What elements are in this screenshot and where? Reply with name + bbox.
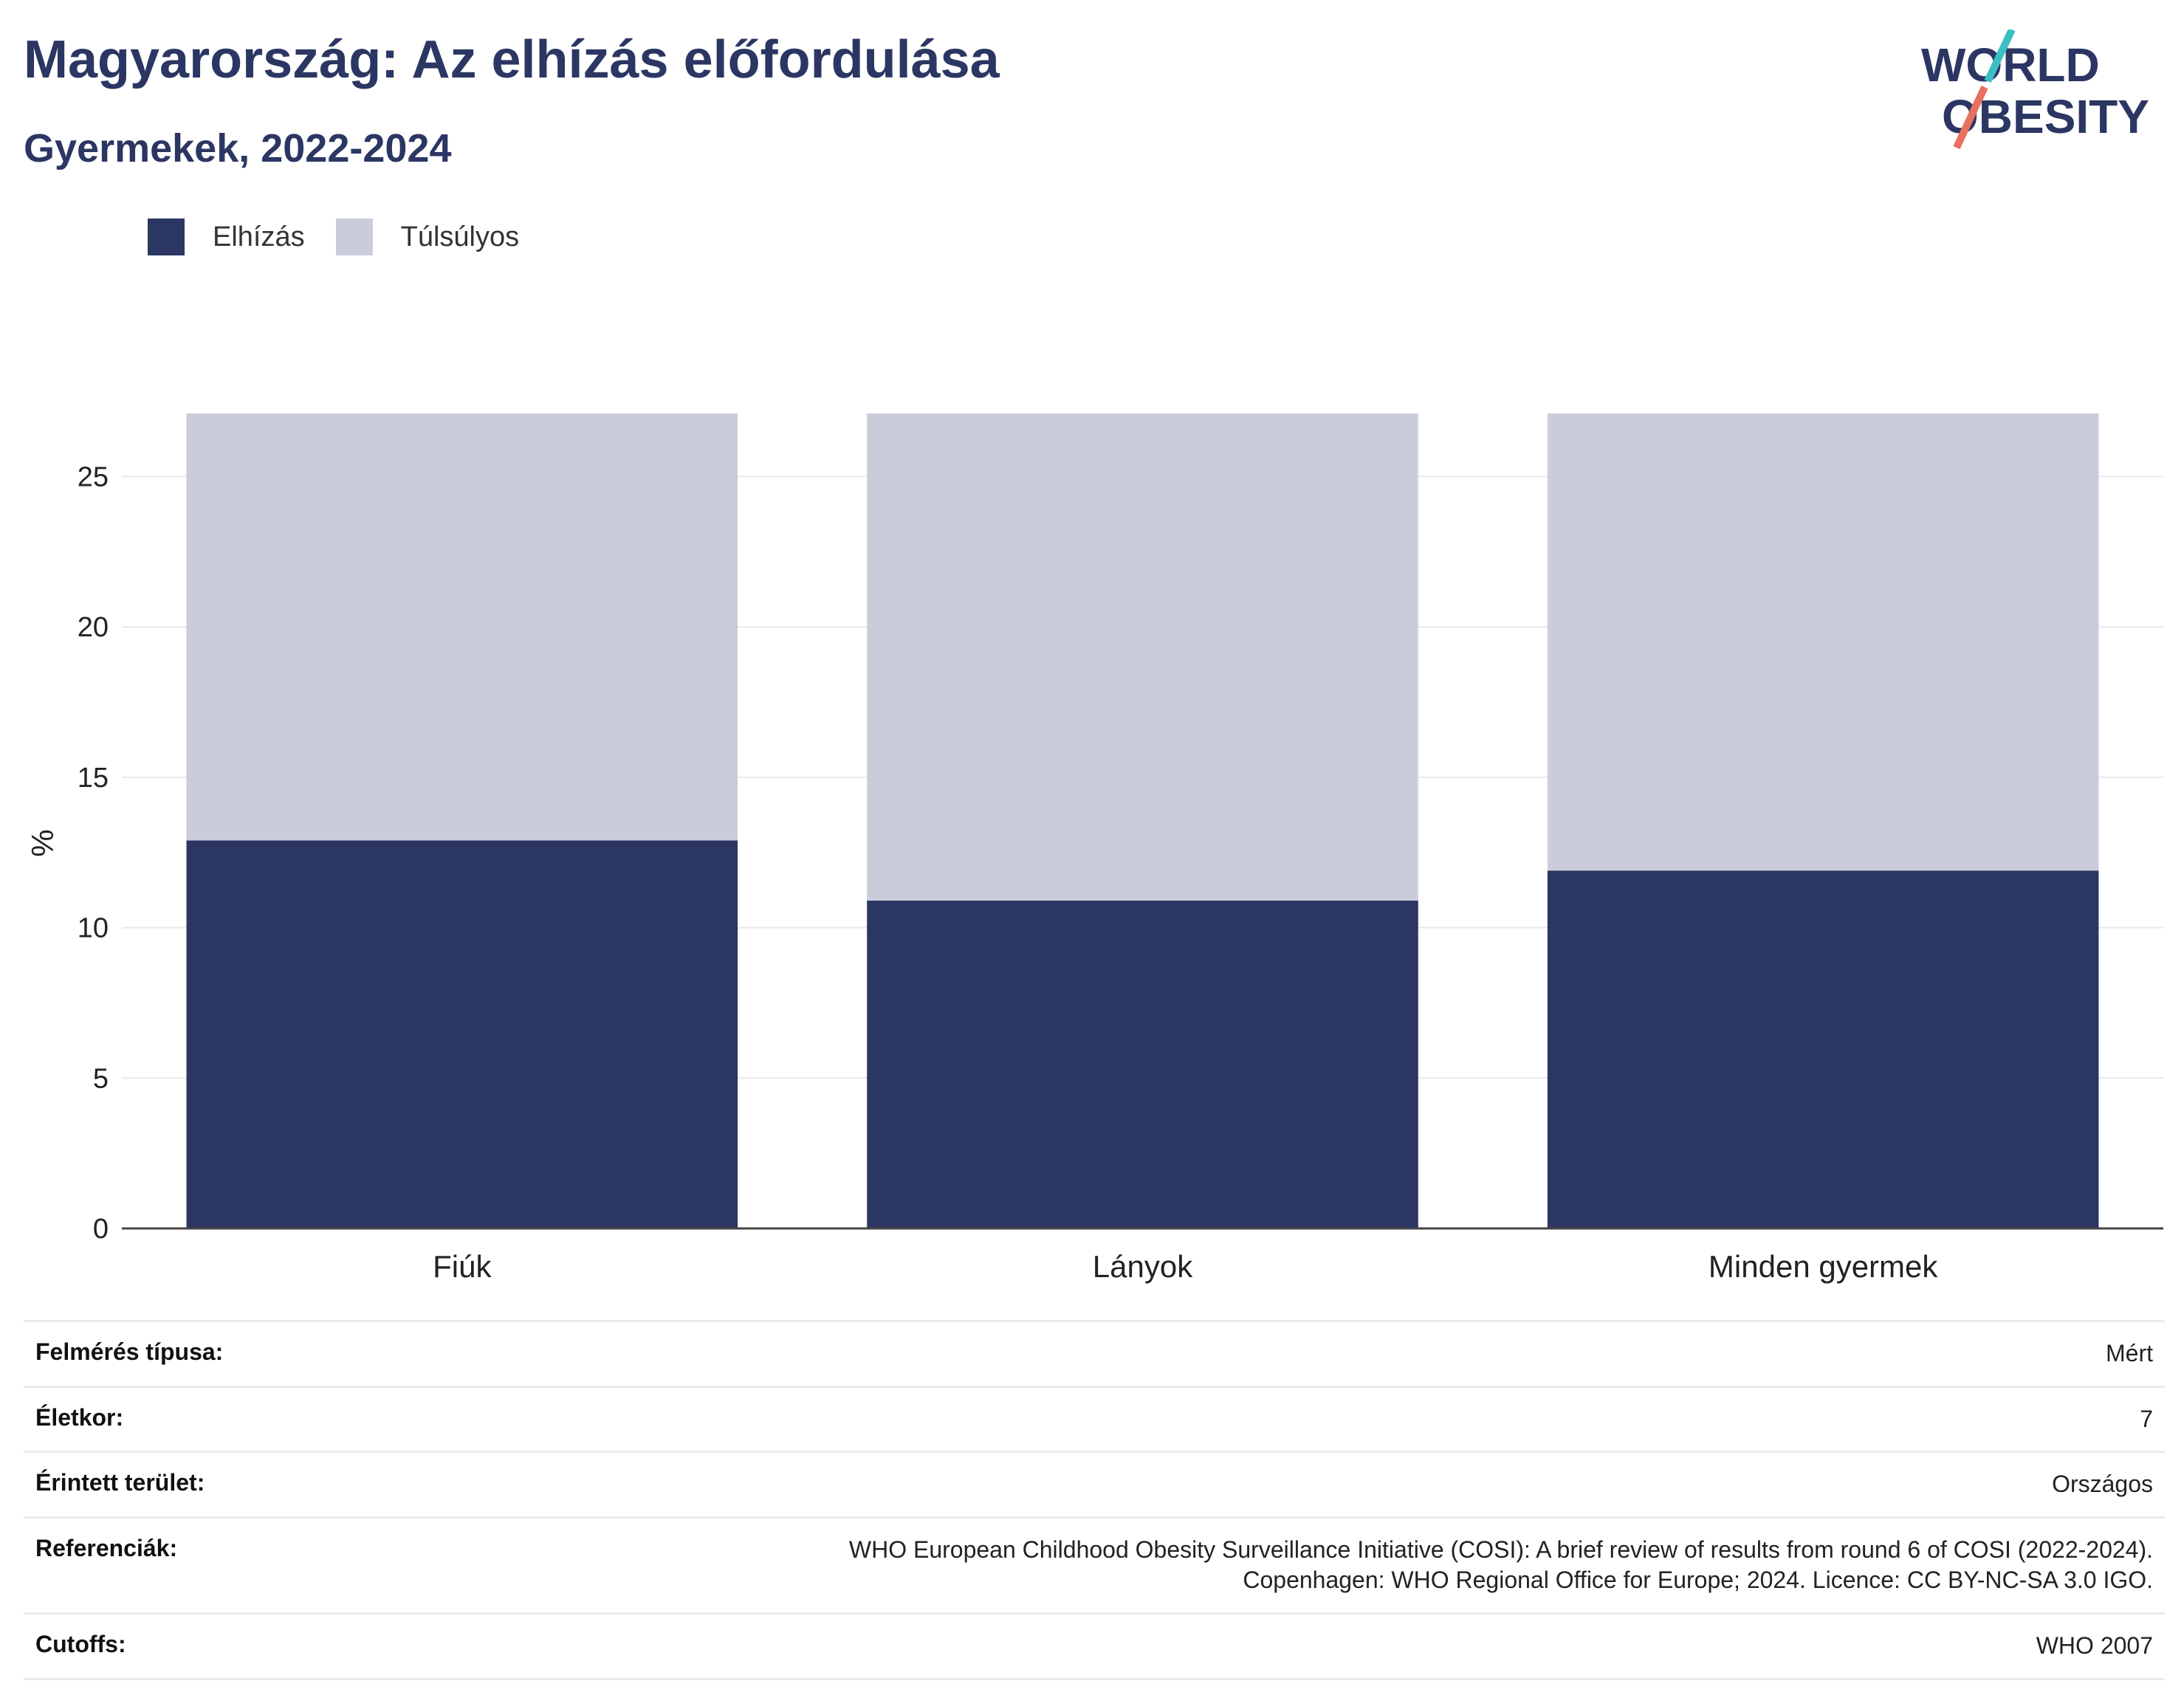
reference-line-1: WHO European Childhood Obesity Surveilla… xyxy=(848,1536,2153,1563)
y-tick-label: 25 xyxy=(78,462,109,493)
bar-overweight-0 xyxy=(186,413,738,841)
y-tick-label: 15 xyxy=(78,763,109,794)
world-obesity-logo: WORLD OBESITY xyxy=(1921,30,2149,150)
chart-title: Magyarország: Az elhízás előfordulása xyxy=(24,30,1000,89)
meta-value: Országos xyxy=(2052,1471,2153,1498)
meta-row-area: Érintett terület: Országos xyxy=(24,1451,2165,1516)
meta-label: Életkor: xyxy=(35,1403,124,1431)
meta-label: Cutoffs: xyxy=(35,1630,126,1657)
legend-item-overweight: Túlsúlyos xyxy=(335,219,520,255)
metadata-table: Felmérés típusa: Mért Életkor: 7 Érintet… xyxy=(24,1320,2165,1680)
y-axis-title: % xyxy=(25,829,60,856)
meta-row-cutoffs: Cutoffs: WHO 2007 xyxy=(24,1612,2165,1680)
meta-label: Referenciák: xyxy=(35,1534,178,1561)
x-tick-label: Fiúk xyxy=(433,1249,492,1284)
meta-label: Érintett terület: xyxy=(35,1469,205,1496)
legend: Elhízás Túlsúlyos xyxy=(148,219,550,255)
legend-label-overweight: Túlsúlyos xyxy=(400,221,520,252)
bar-obesity-0 xyxy=(186,840,738,1228)
x-tick-label: Lányok xyxy=(1093,1249,1193,1284)
y-tick-label: 0 xyxy=(93,1214,109,1245)
x-tick-label: Minden gyermek xyxy=(1709,1249,1938,1284)
meta-value: Mért xyxy=(2106,1340,2153,1366)
logo-slash-teal xyxy=(1984,30,2016,83)
meta-value-references: WHO European Childhood Obesity Surveilla… xyxy=(849,1535,2153,1596)
bar-overweight-1 xyxy=(867,413,1418,901)
stacked-bar-chart: 0 5 10 15 20 25% Fiúk Lányok Minden gyermek xyxy=(25,413,2163,1284)
legend-item-obesity: Elhízás xyxy=(148,219,305,255)
logo-slash-coral xyxy=(1953,85,1988,150)
y-tick-label: 20 xyxy=(78,612,109,643)
y-tick-label: 10 xyxy=(78,913,109,944)
meta-label: Felmérés típusa: xyxy=(35,1338,224,1365)
bar-overweight-2 xyxy=(1547,413,2099,871)
legend-swatch-obesity xyxy=(148,219,185,255)
meta-row-references: Referenciák: WHO European Childhood Obes… xyxy=(24,1516,2165,1612)
logo-text-world: WORLD xyxy=(1921,38,2100,92)
y-tick-label: 5 xyxy=(93,1063,109,1094)
legend-label-obesity: Elhízás xyxy=(213,221,305,252)
reference-line-2: Copenhagen: WHO Regional Office for Euro… xyxy=(1243,1567,2153,1594)
legend-swatch-overweight xyxy=(335,219,373,255)
bar-obesity-2 xyxy=(1547,870,2099,1228)
meta-value: WHO 2007 xyxy=(2036,1632,2153,1659)
bar-obesity-1 xyxy=(867,900,1418,1228)
meta-row-age: Életkor: 7 xyxy=(24,1385,2165,1451)
meta-value: 7 xyxy=(2140,1405,2153,1432)
meta-row-survey-type: Felmérés típusa: Mért xyxy=(24,1320,2165,1386)
chart-subtitle: Gyermekek, 2022-2024 xyxy=(24,126,452,171)
